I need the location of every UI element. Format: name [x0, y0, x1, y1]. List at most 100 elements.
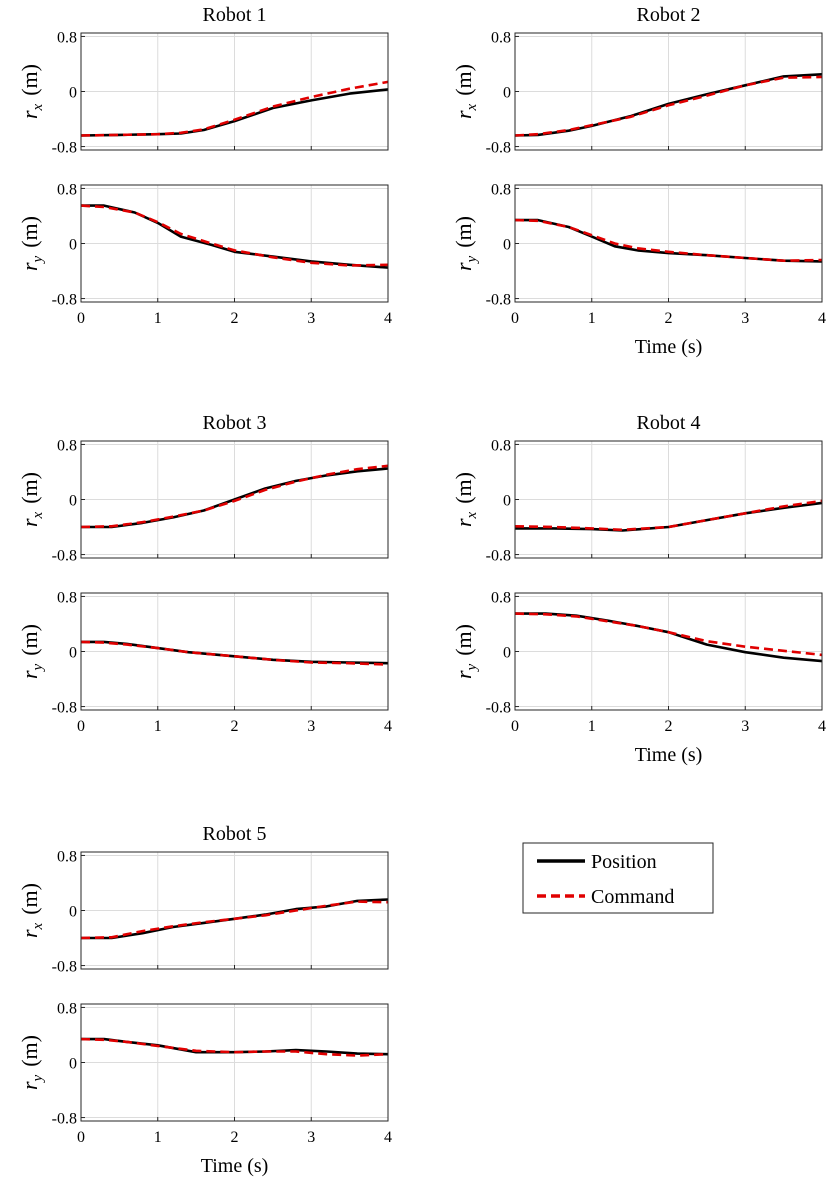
panel-ry: 0.80-0.8ry(m)0 1 2 3 4	[17, 181, 392, 327]
x-tick-label: 3	[307, 1129, 315, 1146]
y-tick-label: -0.8	[52, 700, 77, 717]
y-axis-label: rx (m)	[451, 64, 480, 119]
y-label-symbol: r	[17, 262, 42, 271]
series-command-line	[514, 75, 823, 137]
series-command-line	[80, 900, 389, 940]
y-label-unit: (m)	[451, 472, 476, 504]
x-axis-label: Time (s)	[201, 1155, 269, 1177]
y-label-symbol: r	[17, 1081, 42, 1090]
y-tick-label: 0.8	[57, 848, 77, 865]
panel-rx: 0.8 0 -0.8 rx (m)	[17, 29, 389, 157]
series-command-line	[514, 612, 823, 657]
series-command-line	[80, 464, 389, 529]
y-label-unit: (m)	[17, 472, 42, 504]
x-tick-label: 4	[384, 718, 392, 735]
y-label-subscript: x	[30, 922, 46, 930]
y-tick-label: 0.8	[57, 181, 77, 198]
y-tick-label: 0.8	[491, 29, 511, 46]
x-axis-label: Time (s)	[635, 744, 703, 766]
robot-1-chart: Robot 10.80-0.8rx(m)0.80-0.8ry(m)0 1 2 3 4	[17, 4, 392, 327]
x-tick-label: 2	[231, 310, 239, 327]
y-label-unit: (m)	[17, 1035, 42, 1067]
y-label-subscript: y	[30, 1074, 46, 1083]
x-tick-label: 3	[307, 718, 315, 735]
y-tick-label: -0.8	[486, 292, 511, 309]
y-tick-label: 0	[69, 493, 77, 510]
x-tick-label: 3	[741, 718, 749, 735]
x-tick-label: 0	[511, 718, 519, 735]
x-tick-label: 1	[154, 310, 162, 327]
y-tick-label: -0.8	[486, 140, 511, 157]
x-tick-label: 1	[588, 310, 596, 327]
y-label-subscript: y	[464, 255, 480, 264]
y-tick-label: 0	[69, 1056, 77, 1073]
x-tick-label: 4	[818, 718, 826, 735]
panel-rx: 0.8 0 -0.8 rx (m)	[17, 848, 389, 976]
y-tick-label: 0.8	[491, 589, 511, 606]
y-tick-label: 0	[503, 237, 511, 254]
y-tick-label: 0.8	[57, 437, 77, 454]
panel-rx: 0.8 0 -0.8 rx (m)	[17, 437, 389, 565]
y-label-subscript: x	[464, 103, 480, 111]
y-label-unit: (m)	[17, 883, 42, 915]
series-command-line	[80, 204, 389, 267]
y-label-unit: (m)	[451, 216, 476, 248]
series-command-line	[80, 80, 389, 137]
y-label-symbol: r	[17, 518, 42, 527]
panel-rx: 0.8 0 -0.8 rx (m)	[451, 437, 823, 565]
y-label-unit: (m)	[17, 216, 42, 248]
series-command-line	[80, 1037, 389, 1057]
y-label-symbol: r	[17, 110, 42, 119]
y-tick-label: 0.8	[57, 29, 77, 46]
y-axis-label: rx (m)	[17, 472, 46, 527]
y-label-subscript: x	[30, 103, 46, 111]
panel-ry: 0.80-0.8ry(m)0 1 2 3 4	[17, 589, 392, 735]
legend: Position Command	[522, 842, 714, 914]
y-axis-label: ry (m)	[17, 624, 46, 679]
y-tick-label: -0.8	[52, 1111, 77, 1128]
x-tick-label: 4	[818, 310, 826, 327]
y-tick-label: -0.8	[52, 959, 77, 976]
robot-4-chart: Robot 40.80-0.8rx(m)0.80-0.8ry(m)0 1 2 3 4Ti…	[451, 412, 826, 766]
x-tick-label: 0	[77, 718, 85, 735]
series-position-line	[81, 467, 389, 529]
y-axis-label: rx (m)	[451, 472, 480, 527]
robot-3-chart: Robot 30.80-0.8rx(m)0.80-0.8ry(m)0 1 2 3 4	[17, 412, 392, 735]
robot-2-chart: Robot 20.80-0.8rx(m)0.80-0.8ry(m)0 1 2 3 4Ti…	[451, 4, 826, 358]
y-tick-label: -0.8	[52, 548, 77, 565]
series-command-line	[80, 640, 389, 666]
y-tick-label: 0.8	[491, 437, 511, 454]
y-tick-label: 0.8	[57, 1000, 77, 1017]
y-tick-label: 0	[503, 493, 511, 510]
y-label-symbol: r	[17, 670, 42, 679]
x-tick-label: 3	[741, 310, 749, 327]
x-tick-label: 2	[231, 718, 239, 735]
x-tick-label: 0	[511, 310, 519, 327]
y-label-subscript: y	[30, 255, 46, 264]
chart-title: Robot 5	[203, 823, 267, 845]
y-label-unit: (m)	[17, 64, 42, 96]
y-label-symbol: r	[17, 929, 42, 938]
chart-title: Robot 4	[637, 412, 701, 434]
x-tick-label: 0	[77, 1129, 85, 1146]
legend-label-position: Position	[591, 851, 657, 873]
y-label-symbol: r	[451, 110, 476, 119]
x-tick-label: 4	[384, 1129, 392, 1146]
x-tick-label: 2	[665, 718, 673, 735]
y-label-symbol: r	[451, 670, 476, 679]
y-tick-label: 0	[503, 85, 511, 102]
panel-rx: 0.8 0 -0.8 rx (m)	[451, 29, 823, 157]
y-tick-label: 0	[503, 645, 511, 662]
y-axis-label: rx (m)	[17, 64, 46, 119]
y-label-subscript: y	[30, 663, 46, 672]
x-tick-label: 3	[307, 310, 315, 327]
x-tick-label: 0	[77, 310, 85, 327]
x-tick-label: 1	[588, 718, 596, 735]
y-label-subscript: x	[464, 511, 480, 519]
chart-title: Robot 1	[203, 4, 267, 26]
chart-title: Robot 2	[637, 4, 701, 26]
